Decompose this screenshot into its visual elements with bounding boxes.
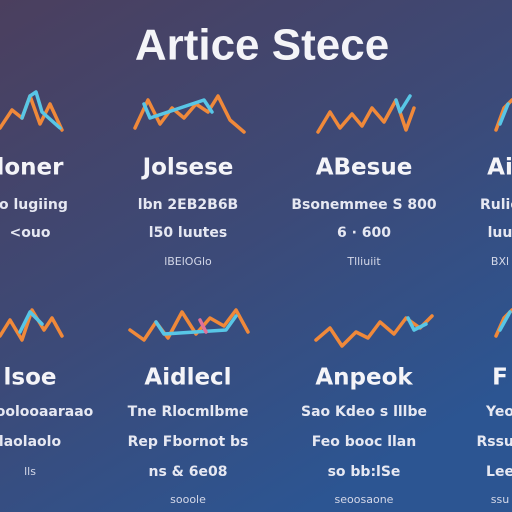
- card-line: Bsonemmee S 800: [291, 197, 437, 213]
- card-line: lomoolooaaraao: [0, 404, 94, 420]
- card-line: lBElOGlo: [164, 255, 212, 268]
- card-line: Lee: [486, 464, 512, 480]
- card-line: Sao Kdeo s lllbe: [301, 404, 427, 420]
- card: ABesue Bsonemmee S 800 6 · 600 Tlliuiit: [291, 155, 437, 269]
- card-line: Yeo: [485, 404, 512, 420]
- card-line: Rulio: [480, 197, 512, 213]
- card-line: Tne Rlocmlbme: [128, 404, 249, 420]
- card-line: 6 · 600: [337, 225, 391, 241]
- card-line: l50 luutes: [149, 225, 227, 241]
- card: Jolsese lbn 2EB2B6B l50 luutes lBElOGlo: [138, 155, 238, 269]
- card: F Yeo Rssuii Lee ssu: [476, 365, 512, 507]
- card: Anpeok Sao Kdeo s lllbe Feo booc llan so bb…: [301, 365, 427, 507]
- card-line: sooole: [170, 493, 206, 506]
- card-line: lls: [24, 465, 36, 478]
- card-heading: ABesue: [316, 155, 413, 181]
- card-line: laolaolo: [0, 434, 61, 450]
- card-heading: Jolsese: [141, 155, 234, 181]
- card-line: ns & 6e08: [149, 464, 228, 480]
- card-heading: lsoe: [4, 365, 57, 391]
- card-line: Rssuii: [476, 434, 512, 450]
- card-line: so bb:lSe: [328, 464, 401, 480]
- card-heading: Anpeok: [315, 365, 413, 391]
- card-heading: F: [492, 365, 508, 391]
- card: lsoe lomoolooaaraao laolaolo lls: [0, 365, 94, 479]
- sparklines: [0, 90, 512, 348]
- card-grid: loner ro lugiing <ouo Jolsese lbn 2EB2B6B l50…: [0, 155, 512, 507]
- card-line: Feo booc llan: [312, 434, 416, 450]
- card-heading: Ai: [487, 155, 512, 181]
- card-line: Tlliuiit: [346, 255, 381, 268]
- card: Aidlecl Tne Rlocmlbme Rep Fbornot bs ns & 6…: [128, 365, 249, 507]
- card-line: ssu: [491, 493, 509, 506]
- card-line: seoosaone: [335, 493, 394, 506]
- card-heading: Aidlecl: [144, 365, 231, 391]
- card-line: ro lugiing: [0, 197, 68, 213]
- card-heading: loner: [0, 155, 64, 181]
- card: Ai Rulio luu BXl: [480, 155, 512, 269]
- card-line: <ouo: [10, 225, 51, 241]
- card-line: Rep Fbornot bs: [128, 434, 249, 450]
- page-title: Artice Stece: [135, 21, 389, 70]
- card-line: luu: [488, 225, 512, 241]
- card-line: lbn 2EB2B6B: [138, 197, 238, 213]
- card: loner ro lugiing <ouo: [0, 155, 68, 242]
- card-line: BXl: [491, 255, 509, 268]
